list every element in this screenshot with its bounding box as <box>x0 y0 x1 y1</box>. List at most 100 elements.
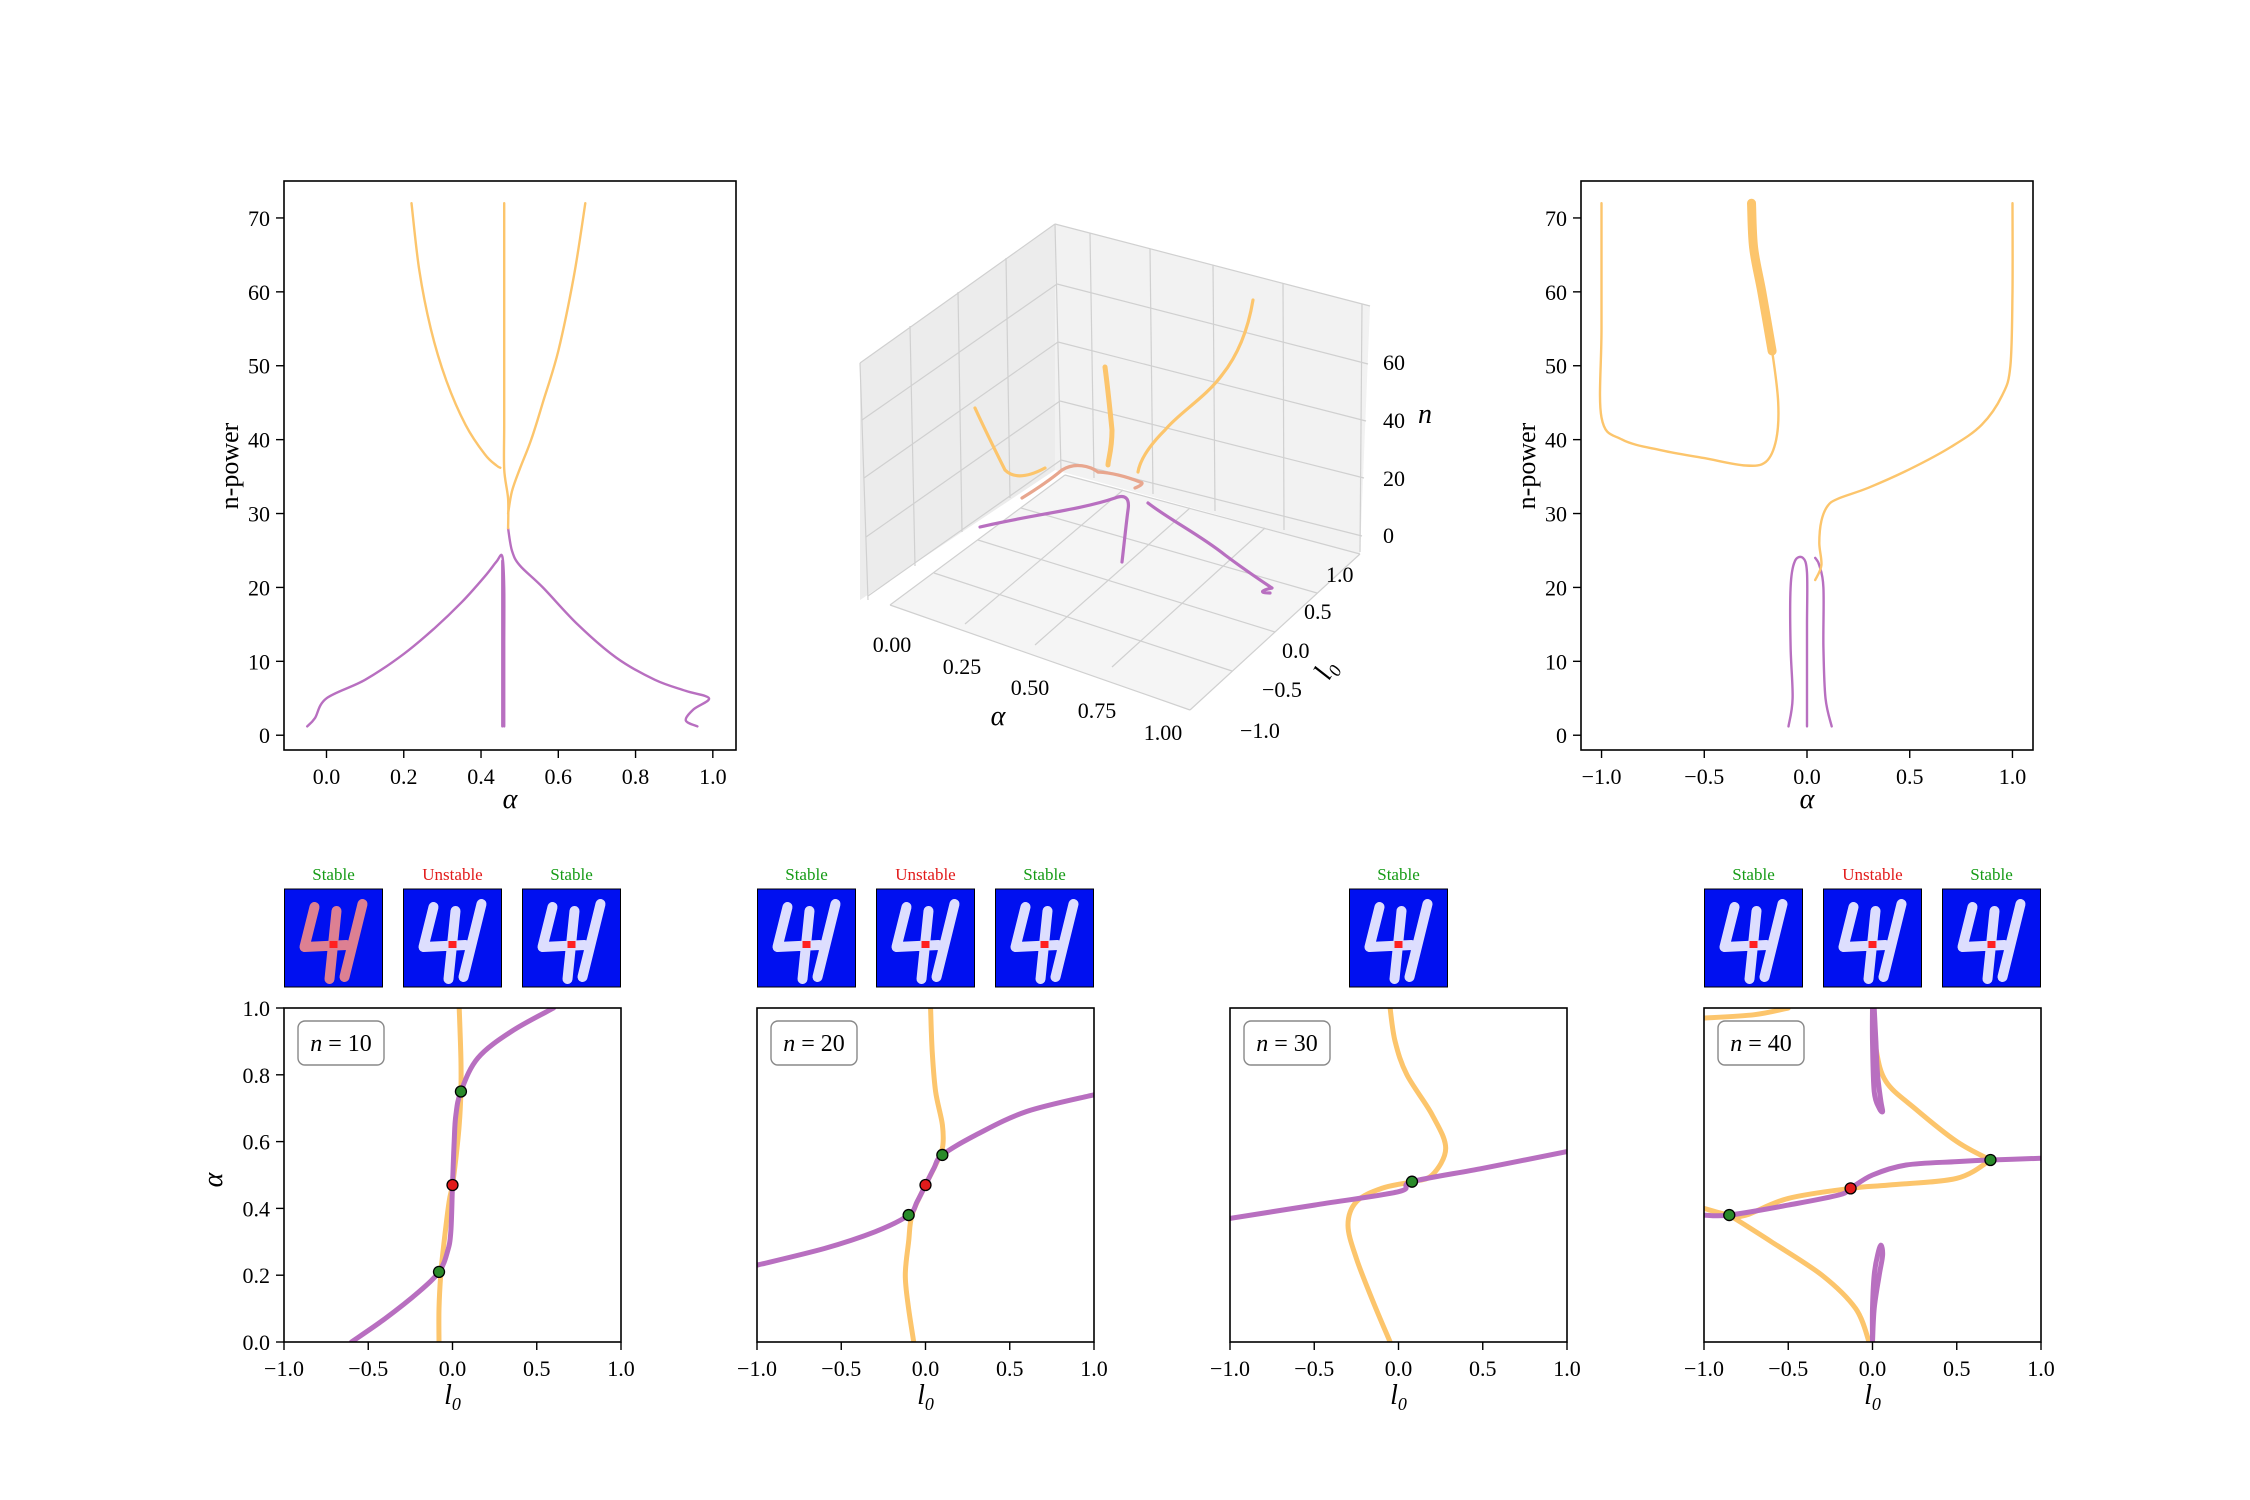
top-right-series-0 <box>1787 555 1809 728</box>
thumbnail: Stable <box>995 865 1094 988</box>
n-label-frame <box>297 1020 385 1066</box>
bottom-xtick-label: 0.5 <box>996 1356 1024 1381</box>
top-right-y-ticks: 0 10 20 30 40 50 60 70 <box>1545 206 1581 748</box>
top-left-ytick-label: 0 <box>259 723 270 748</box>
bottom-xtick-label: 0.5 <box>1943 1356 1971 1381</box>
bottom-xlabel-sub: 0 <box>1398 1394 1407 1414</box>
top-left-series-4 <box>502 202 510 530</box>
n-label-symbol: n <box>783 1031 795 1057</box>
bottom-panel-3: Stable n = 30 −1.0 −0.5 0.0 0.5 1.0 l0 <box>1210 865 1581 1414</box>
top-left-curves <box>306 202 711 728</box>
top-left-plot: 0.0 0.2 0.4 0.6 0.8 1.0 0 10 20 30 40 50 60 70 α n-p… <box>215 180 737 815</box>
3d-ytick-label: −0.5 <box>1262 677 1302 702</box>
bottom-xtick-label: 0.5 <box>523 1356 551 1381</box>
top-left-ytick-label: 20 <box>248 575 270 600</box>
3d-xtick-label: 0.50 <box>1011 675 1050 700</box>
3d-y-ticks: −1.0 −0.5 0.0 0.5 1.0 <box>1240 562 1354 743</box>
thumbnail: Unstable <box>876 865 975 988</box>
thumbnail: Stable <box>1349 865 1448 988</box>
3d-xlabel: α <box>991 701 1007 732</box>
stable-equilibrium-point <box>454 1085 468 1098</box>
thumbnail-marker <box>1749 941 1758 948</box>
n-label-box: n = 30 <box>1243 1020 1331 1066</box>
top-left-x-ticks: 0.0 0.2 0.4 0.6 0.8 1.0 <box>313 750 727 789</box>
n-label-value: = 30 <box>1268 1031 1318 1057</box>
top-left-xtick-label: 0.0 <box>313 764 341 789</box>
top-left-ytick-label: 60 <box>248 280 270 305</box>
bottom-xtick-label: 0.0 <box>912 1356 940 1381</box>
top-left-ytick-label: 50 <box>248 354 270 379</box>
n-label-symbol: n <box>310 1031 322 1057</box>
thumbnail: Stable <box>522 865 621 988</box>
bottom-panel-2: Stable Unstable Stable n = 20 −1.0 −0.5 0.0 0.5… <box>737 865 1108 1414</box>
bottom-y-ticks: 0.0 0.2 0.4 0.6 0.8 1.0 <box>243 996 284 1355</box>
thumbnail-marker <box>1394 941 1403 948</box>
bottom-x-ticks: −1.0 −0.5 0.0 0.5 1.0 <box>264 1342 635 1381</box>
bottom-xlabel-main: l <box>1864 1380 1872 1411</box>
bottom-series-orange <box>1726 1212 1872 1342</box>
bottom-x-ticks: −1.0 −0.5 0.0 0.5 1.0 <box>1210 1342 1581 1381</box>
thumbnail-marker <box>567 941 576 948</box>
thumbnail-label: Unstable <box>1842 865 1902 884</box>
3d-ytick-label: 0.0 <box>1282 638 1310 663</box>
3d-ylabel: l0 <box>1308 655 1346 686</box>
thumbnail: Stable <box>1704 865 1803 988</box>
thumbnail-marker <box>921 941 930 948</box>
3d-curve-mid-1 <box>1020 463 1100 500</box>
bottom-row: Stable Unstable Stable n = 10 −1.0 −0.5 0.0 0.5… <box>198 865 2055 1414</box>
bottom-ytick-label: 0.2 <box>243 1263 271 1288</box>
bottom-xtick-label: 1.0 <box>2027 1356 2055 1381</box>
3d-ytick-label: 0.5 <box>1304 599 1332 624</box>
top-right-xtick-label: 0.5 <box>1896 764 1924 789</box>
bottom-xtick-label: 0.0 <box>439 1356 467 1381</box>
bottom-series-purple <box>1869 1008 1886 1115</box>
top-right-ytick-label: 0 <box>1556 723 1567 748</box>
thumbnail-label: Unstable <box>422 865 482 884</box>
top-right-x-ticks: −1.0 −0.5 0.0 0.5 1.0 <box>1582 750 2026 789</box>
n-label-box: n = 10 <box>297 1020 385 1066</box>
thumbnail-marker <box>1040 941 1049 948</box>
top-left-series-2 <box>506 527 711 728</box>
3d-xtick-label: 1.00 <box>1144 720 1183 745</box>
bottom-xlabel: l0 <box>917 1380 934 1414</box>
n-label-frame <box>770 1020 858 1066</box>
bottom-panel-4: Stable Unstable Stable n = 40 −1.0 −0.5 0.0 0.5… <box>1684 865 2055 1414</box>
bottom-xtick-label: 0.0 <box>1859 1356 1887 1381</box>
top-left-xtick-label: 0.6 <box>545 764 573 789</box>
bottom-x-ticks: −1.0 −0.5 0.0 0.5 1.0 <box>737 1342 1108 1381</box>
3d-curves <box>973 298 1274 595</box>
3d-xtick-label: 0.00 <box>873 632 912 657</box>
top-right-ytick-label: 30 <box>1545 502 1567 527</box>
top-left-series-0 <box>306 553 506 728</box>
stable-equilibrium-point <box>902 1208 915 1222</box>
unstable-equilibrium-point <box>919 1178 932 1192</box>
thumbnail: Stable <box>757 865 856 988</box>
bottom-panel-1: Stable Unstable Stable n = 10 −1.0 −0.5 0.0 0.5… <box>198 865 635 1414</box>
top-left-ytick-label: 70 <box>248 206 270 231</box>
top-right-ytick-label: 20 <box>1545 575 1567 600</box>
bottom-xtick-label: 1.0 <box>1080 1356 1108 1381</box>
top-right-ytick-label: 50 <box>1545 354 1567 379</box>
n-label-text: n = 30 <box>1256 1031 1318 1057</box>
top-left-ytick-label: 10 <box>248 649 270 674</box>
3d-ztick-label: 40 <box>1383 408 1405 433</box>
3d-curve-purple-2 <box>1146 501 1274 595</box>
n-label-value: = 20 <box>795 1031 845 1057</box>
bottom-series-orange <box>1345 1008 1449 1342</box>
top-right-xtick-label: −1.0 <box>1582 764 1622 789</box>
3d-ztick-label: 0 <box>1383 523 1394 548</box>
bottom-xtick-label: 1.0 <box>1553 1356 1581 1381</box>
bottom-xtick-label: −0.5 <box>1294 1356 1334 1381</box>
thumbnail-label: Stable <box>312 865 355 884</box>
top-left-ytick-label: 30 <box>248 502 270 527</box>
3d-ztick-label: 20 <box>1383 466 1405 491</box>
stable-equilibrium-point <box>1405 1175 1419 1188</box>
bottom-series-orange <box>436 1008 464 1342</box>
bottom-series-purple <box>1869 1242 1886 1342</box>
bottom-xlabel-sub: 0 <box>1872 1394 1881 1414</box>
n-label-symbol: n <box>1730 1031 1742 1057</box>
top-right-xlabel: α <box>1800 784 1816 815</box>
3d-xtick-label: 0.25 <box>943 654 982 679</box>
3d-ytick-label: −1.0 <box>1240 718 1280 743</box>
bottom-xtick-label: 0.0 <box>1385 1356 1413 1381</box>
